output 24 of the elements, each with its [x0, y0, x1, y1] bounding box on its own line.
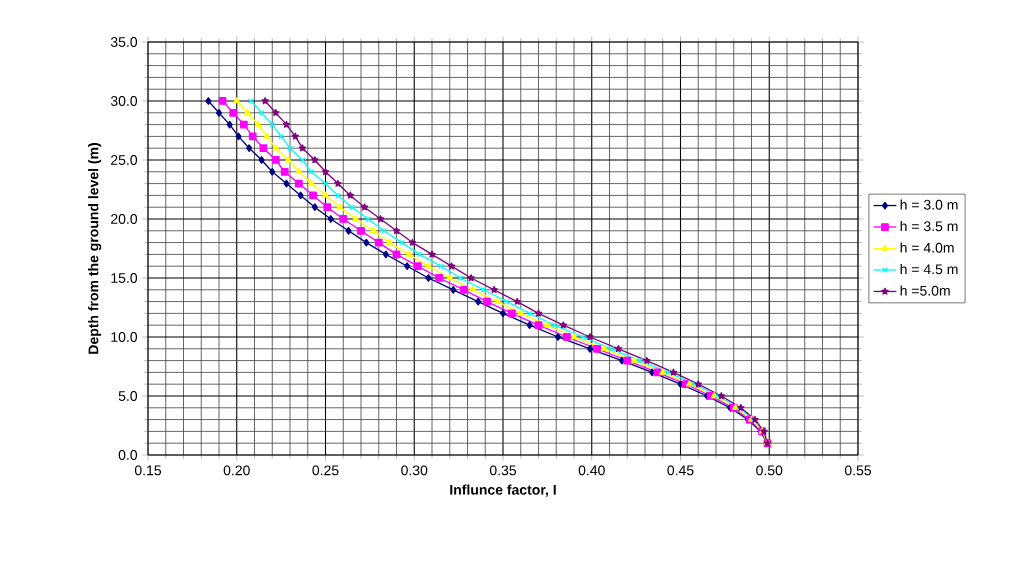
y-axis-title: Depth from the ground level (m)	[88, 143, 102, 354]
y-tick-label: 20.0	[111, 214, 138, 224]
y-tick-label: 0.0	[118, 450, 138, 460]
x-tick-label: 0.50	[756, 465, 783, 476]
x-axis-title: Influnce factor, I	[450, 484, 556, 497]
x-tick-label: 0.35	[489, 465, 517, 476]
legend-label: h =5.0m	[900, 285, 950, 296]
legend-label: h = 4.5 m	[900, 263, 958, 275]
y-tick-label: 25.0	[111, 155, 138, 165]
x-tick-label: 0.45	[667, 465, 694, 476]
x-tick-label: 0.30	[401, 465, 428, 476]
y-tick-label: 30.0	[110, 96, 138, 106]
legend-label: h = 4.0m	[900, 242, 954, 253]
y-tick-label: 15.0	[111, 273, 138, 283]
x-tick-label: 0.55	[844, 465, 872, 476]
y-tick-label: 10.0	[111, 332, 138, 342]
x-tick-label: 0.15	[134, 465, 162, 476]
legend-label: h = 3.0 m	[900, 199, 958, 210]
y-tick-label: 5.0	[118, 391, 138, 401]
y-tick-label: 35.0	[110, 37, 138, 47]
legend-label: h = 3.5 m	[900, 220, 958, 232]
x-tick-label: 0.40	[578, 465, 605, 476]
x-tick-label: 0.20	[223, 465, 250, 476]
x-tick-label: 0.25	[312, 465, 339, 476]
